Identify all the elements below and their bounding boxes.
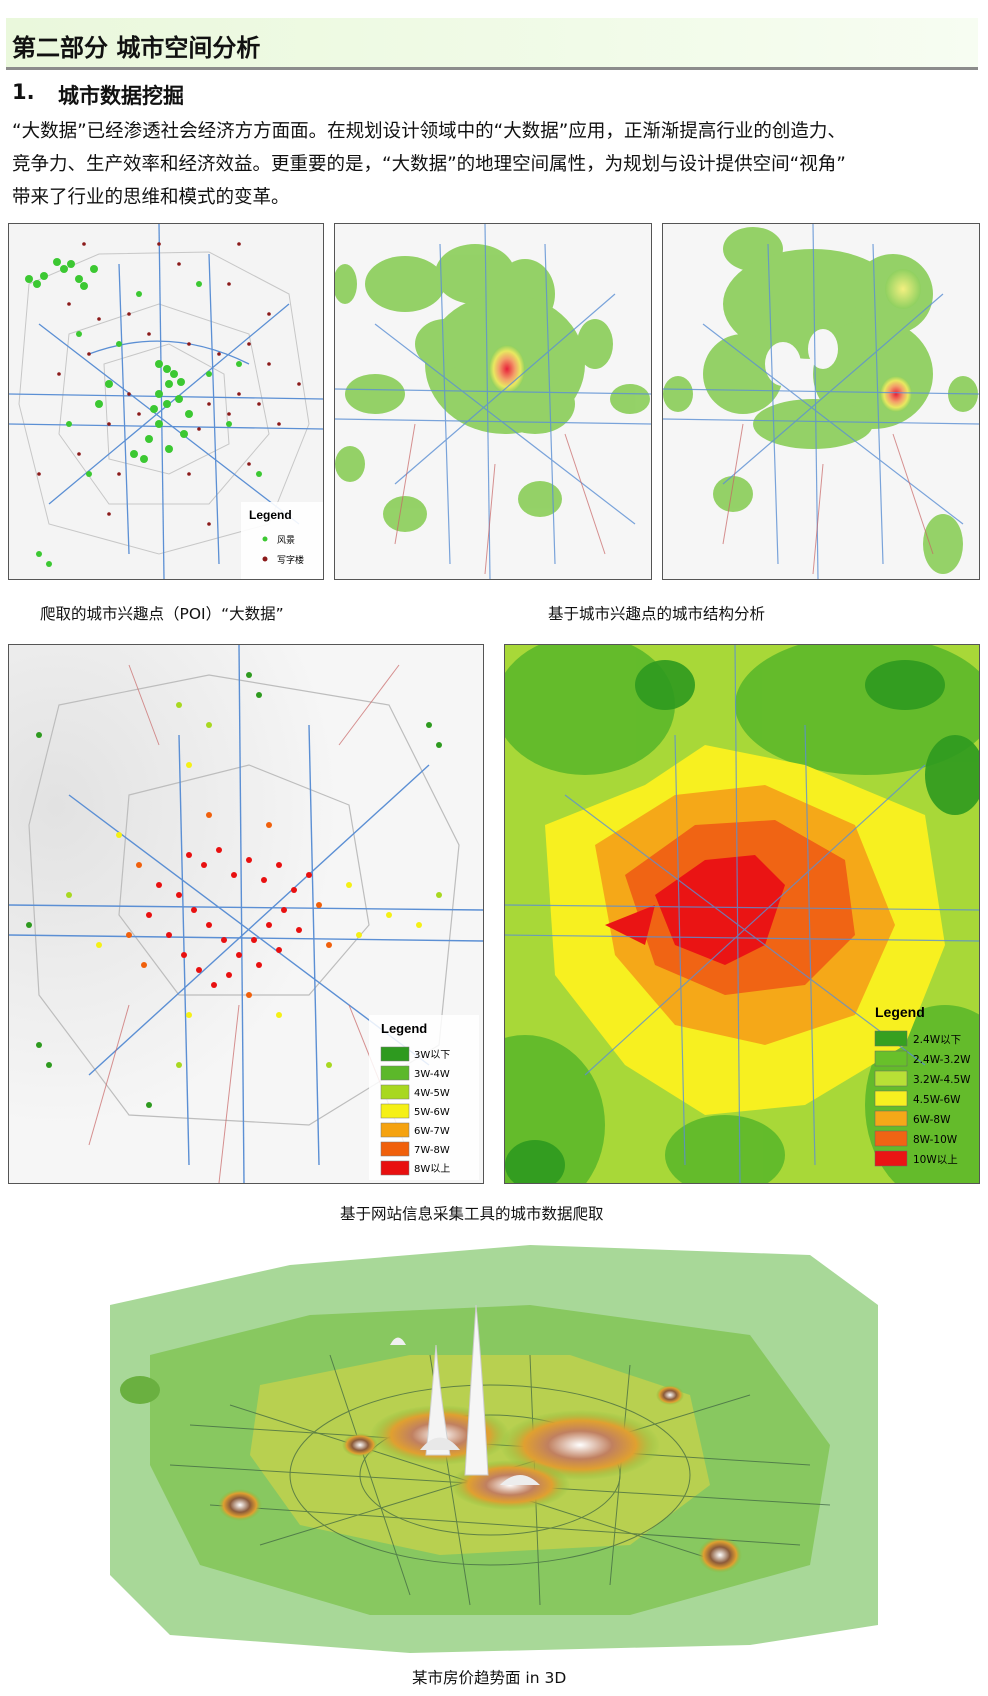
paragraph-line: 竞争力、生产效率和经济效益。更重要的是，“大数据”的地理空间属性，为规划与设计提…	[12, 154, 846, 175]
legend-swatch	[874, 1150, 908, 1167]
section-banner: 第二部分 城市空间分析	[6, 18, 978, 70]
legend-label: 3W-4W	[414, 1069, 450, 1080]
legend-swatch	[380, 1141, 410, 1157]
section-number: 1.	[12, 80, 35, 104]
price-surface-map: Legend 2.4W以下 2.4W-3.2W 3.2W-4.5W 4.5W-6W 6W…	[504, 644, 980, 1184]
price-trend-3d	[110, 1245, 878, 1653]
legend-label: 5W-6W	[414, 1107, 450, 1118]
caption-poi: 爬取的城市兴趣点（POI）“大数据”	[40, 605, 284, 623]
legend-swatch	[380, 1065, 410, 1081]
legend-label: 3.2W-4.5W	[913, 1074, 971, 1086]
office-points	[37, 242, 301, 526]
legend-swatch	[874, 1110, 908, 1127]
legend-label: 8W以上	[414, 1163, 450, 1175]
poi-points-map: Legend 风景 写字楼	[8, 223, 324, 580]
legend-swatch	[874, 1050, 908, 1067]
section-title: 城市数据挖掘	[58, 84, 184, 108]
legend-swatch	[874, 1090, 908, 1107]
intro-paragraph: “大数据”已经渗透社会经济方方面面。在规划设计领域中的“大数据”应用，正渐渐提高…	[12, 115, 972, 214]
legend-label: 4W-5W	[414, 1088, 450, 1099]
legend-title: Legend	[875, 1004, 925, 1020]
map5-legend: Legend 2.4W以下 2.4W-3.2W 3.2W-4.5W 4.5W-6W 6W…	[874, 1004, 971, 1167]
structure-heatmap-b	[662, 223, 980, 580]
page-title: 第二部分 城市空间分析	[12, 34, 261, 62]
legend-swatch	[380, 1122, 410, 1138]
caption-structure: 基于城市兴趣点的城市结构分析	[548, 605, 766, 623]
scenic-points	[25, 258, 262, 567]
legend-swatch	[380, 1046, 410, 1062]
legend-swatch	[874, 1030, 908, 1047]
legend-label: 3W以下	[414, 1050, 450, 1061]
legend-label-1: 写字楼	[277, 554, 304, 566]
price-dots-high	[146, 847, 312, 988]
legend-label: 2.4W-3.2W	[913, 1054, 971, 1066]
map4-legend: Legend 3W以下 3W-4W 4W-5W 5W-6W 6W-7W 7W-8W 8W以上	[369, 1015, 479, 1180]
paragraph-line: 带来了行业的思维和模式的变革。	[12, 187, 290, 208]
legend-swatch	[380, 1084, 410, 1100]
legend-label: 6W-7W	[414, 1126, 450, 1137]
legend-swatch	[380, 1103, 410, 1119]
legend-label-0: 风景	[277, 535, 295, 546]
legend-label: 10W以上	[913, 1154, 958, 1166]
legend-label: 4.5W-6W	[913, 1094, 961, 1106]
legend-label: 2.4W以下	[913, 1034, 961, 1046]
map1-legend: Legend 风景 写字楼	[241, 502, 323, 579]
legend-swatch	[380, 1160, 410, 1176]
legend-title: Legend	[249, 508, 292, 522]
price-points-map: Legend 3W以下 3W-4W 4W-5W 5W-6W 6W-7W 7W-8W 8W以上	[8, 644, 484, 1184]
legend-label: 7W-8W	[414, 1145, 450, 1156]
legend-label: 8W-10W	[913, 1134, 958, 1146]
legend-label: 6W-8W	[913, 1114, 951, 1126]
caption-price3d: 某市房价趋势面 in 3D	[412, 1669, 567, 1687]
legend-swatch	[874, 1070, 908, 1087]
legend-swatch-0	[262, 536, 268, 542]
caption-crawl: 基于网站信息采集工具的城市数据爬取	[340, 1205, 604, 1223]
structure-heatmap-a	[334, 223, 652, 580]
legend-swatch	[874, 1130, 908, 1147]
legend-swatch-1	[262, 556, 268, 562]
legend-title: Legend	[381, 1021, 427, 1036]
paragraph-line: “大数据”已经渗透社会经济方方面面。在规划设计领域中的“大数据”应用，正渐渐提高…	[12, 121, 846, 142]
